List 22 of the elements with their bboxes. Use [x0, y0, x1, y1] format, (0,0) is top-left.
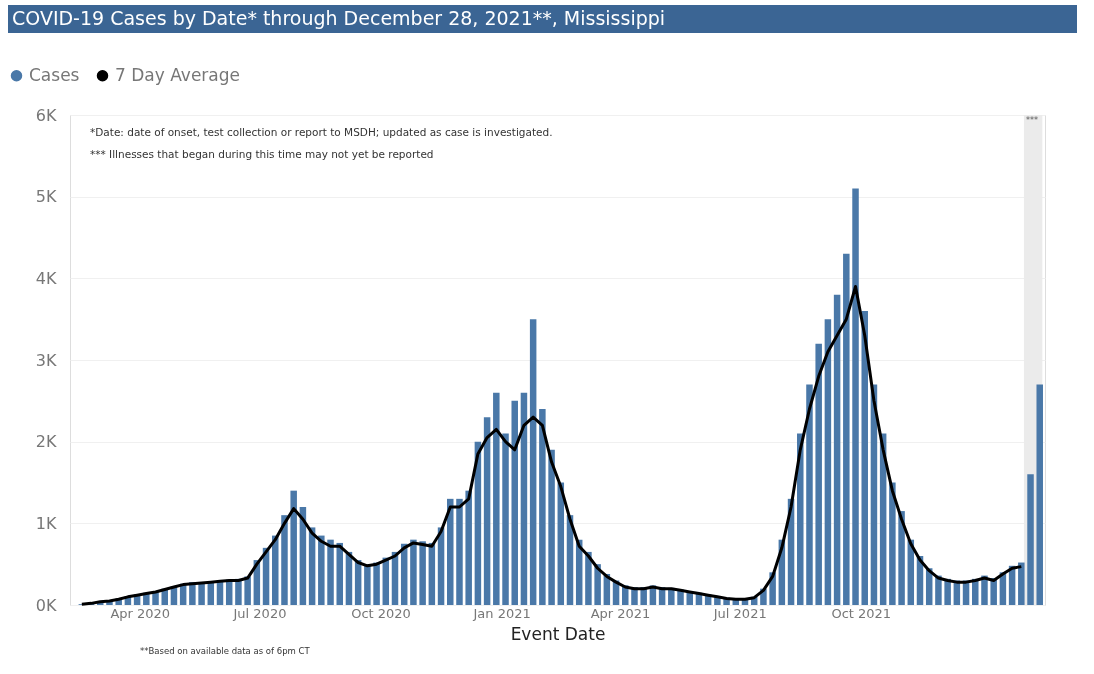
y-tick-label: 5K — [35, 187, 58, 207]
legend-label: Cases — [29, 64, 80, 85]
y-tick-label: 0K — [35, 595, 58, 615]
x-tick-label: Jul 2020 — [232, 605, 287, 621]
annotation: *** Illnesses that began during this time may not yet be reported — [90, 148, 434, 160]
band-label: *** — [1025, 116, 1038, 125]
x-tick-label: Apr 2020 — [110, 605, 171, 621]
y-tick-label: 2K — [35, 432, 58, 452]
x-tick-label: Apr 2021 — [590, 605, 651, 621]
x-tick-label: Jul 2021 — [712, 605, 767, 621]
y-tick-label: 6K — [35, 105, 58, 125]
annotation: *Date: date of onset, test collection or report to MSDH; updated as case is investigated. — [90, 126, 553, 138]
legend-label: 7 Day Average — [115, 64, 241, 85]
y-tick-label: 1K — [35, 513, 58, 533]
x-tick-label: Jan 2021 — [472, 605, 531, 621]
chart-title: COVID-19 Cases by Date* through December 28, 2021**, Mississippi — [12, 7, 666, 29]
x-tick-label: Oct 2020 — [351, 605, 411, 621]
x-axis-title: Event Date — [510, 623, 606, 644]
x-tick-label: Oct 2021 — [831, 605, 892, 621]
y-tick-label: 3K — [35, 350, 58, 370]
y-tick-label: 4K — [35, 268, 58, 288]
text: **Based on available data as of 6pm CT — [140, 646, 311, 656]
